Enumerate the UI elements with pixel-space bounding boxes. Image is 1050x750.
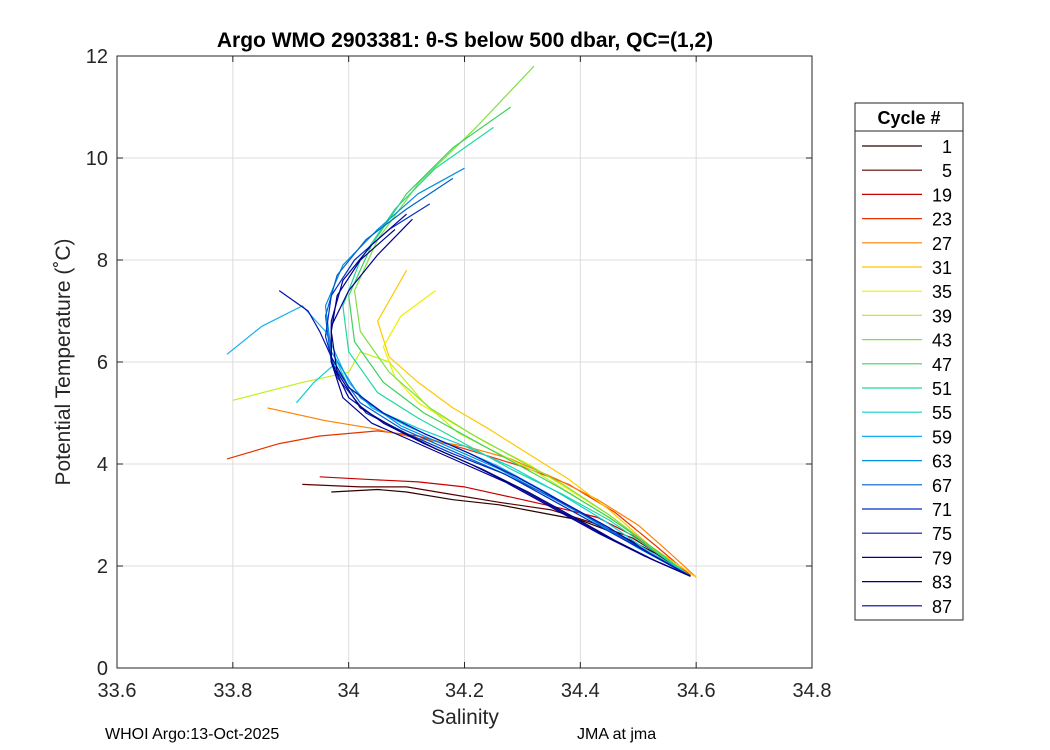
legend-label-cycle-87: 87 [932,597,952,617]
series-line-cycle-23 [226,430,691,576]
legend-label-cycle-27: 27 [932,234,952,254]
legend-label-cycle-63: 63 [932,452,952,472]
y-tick-label: 8 [97,250,108,272]
legend-label-cycle-59: 59 [932,427,952,447]
footer-left: WHOI Argo:13-Oct-2025 [105,726,280,743]
footer-right: JMA at jma [577,726,657,743]
legend-box [854,102,964,621]
x-tick-label: 33.6 [98,680,137,702]
legend-label-cycle-43: 43 [932,331,952,351]
legend-title: Cycle # [877,108,940,128]
x-tick-label: 34 [338,680,360,702]
legend-label-cycle-55: 55 [932,403,952,423]
legend-label-cycle-23: 23 [932,210,952,230]
x-axis-label: Salinity [431,706,499,729]
legend-label-cycle-31: 31 [932,258,952,278]
series-line-cycle-47 [348,106,691,577]
legend-label-cycle-83: 83 [932,573,952,593]
legend-label-cycle-75: 75 [932,524,952,544]
legend-label-cycle-51: 51 [932,379,952,399]
x-tick-label: 33.8 [213,680,252,702]
x-tick-label: 34.8 [793,680,832,702]
y-tick-label: 10 [86,148,108,170]
series-line-cycle-27 [267,407,697,578]
series-line-cycle-67 [324,177,691,577]
x-tick-label: 34.4 [561,680,600,702]
series-group [226,65,697,578]
y-tick-label: 2 [97,556,108,578]
series-line-cycle-87 [330,218,691,577]
series-line-cycle-5 [302,483,691,576]
legend-label-cycle-67: 67 [932,476,952,496]
legend-label-cycle-35: 35 [932,282,952,302]
y-tick-label: 12 [86,46,108,68]
series-line-cycle-83 [330,228,691,577]
legend-label-cycle-5: 5 [942,161,952,181]
y-tick-label: 6 [97,352,108,374]
series-line-cycle-31 [377,269,697,578]
legend-label-cycle-39: 39 [932,306,952,326]
y-tick-label: 4 [97,454,108,476]
y-axis-label: Potential Temperature (˚C) [52,238,75,485]
legend-label-cycle-79: 79 [932,548,952,568]
x-tick-label: 34.6 [677,680,716,702]
legend-label-cycle-47: 47 [932,355,952,375]
legend: Cycle # 15192327313539434751555963677175… [854,102,964,621]
series-line-cycle-51 [342,126,691,577]
series-line-cycle-79 [330,213,691,577]
chart-title: Argo WMO 2903381: θ-S below 500 dbar, QC… [217,29,713,52]
legend-label-cycle-71: 71 [932,500,952,520]
axis-ticks: 33.6 33.8 34 34.2 34.4 34.6 34.8 0 2 4 6 8 10 12 [86,46,832,702]
x-tick-label: 34.2 [445,680,484,702]
y-tick-label: 0 [97,658,108,680]
legend-label-cycle-1: 1 [942,137,952,157]
legend-label-cycle-19: 19 [932,185,952,205]
series-line-cycle-75 [278,290,691,577]
